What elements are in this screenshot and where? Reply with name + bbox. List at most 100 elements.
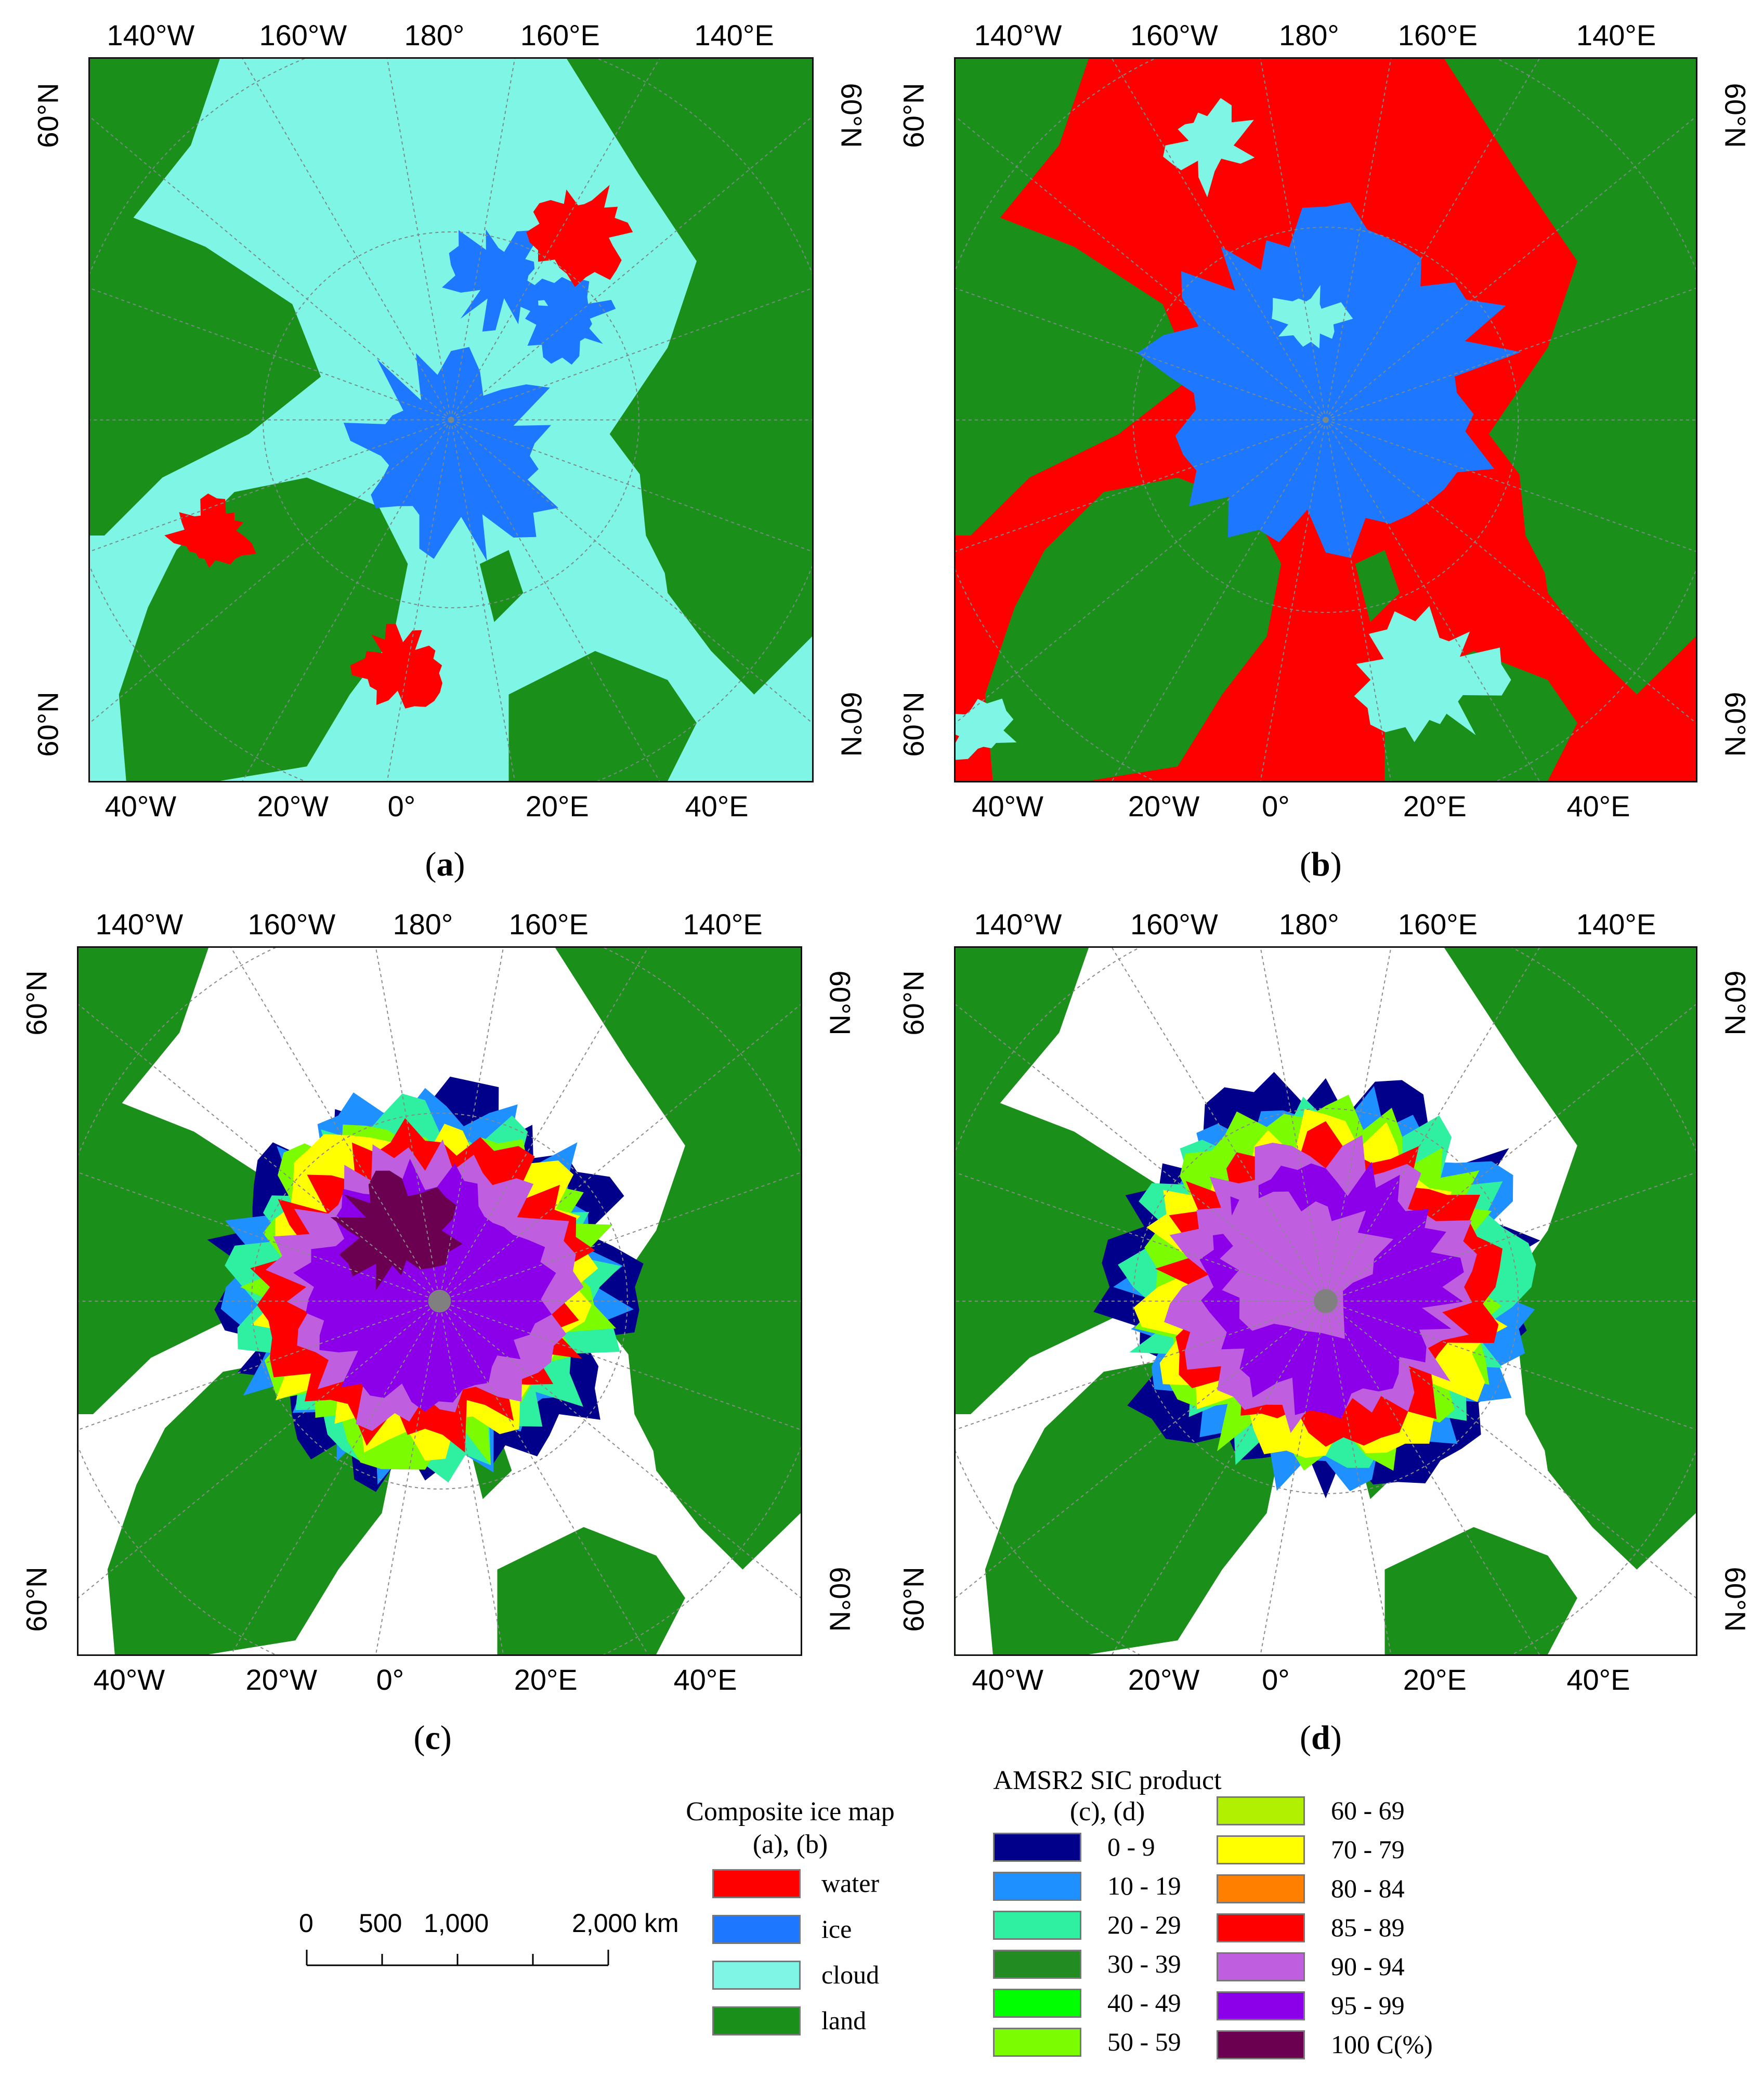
map-frame-a — [88, 57, 814, 782]
right-latitude-label: 60°N — [824, 1567, 857, 1632]
top-longitude-label: 140°E — [1576, 19, 1656, 51]
sic-legend-swatch — [1217, 1991, 1305, 2020]
top-longitude-label: 180° — [1279, 19, 1339, 51]
greenland-landmass — [119, 477, 408, 781]
composite-legend-title: Composite ice map — [686, 1797, 895, 1826]
sic-legend-subtitle: (c), (d) — [1069, 1797, 1145, 1826]
bottom-longitude-label: 40°W — [93, 1663, 165, 1696]
sic-legend-swatch — [993, 1989, 1081, 2018]
sic-legend-label: 40 - 49 — [1107, 1988, 1181, 2017]
sic-legend-swatch — [993, 2028, 1081, 2057]
panel-caption-c: (c) — [413, 1719, 452, 1757]
top-longitude-label: 180° — [1279, 908, 1339, 941]
eurasia-landmass — [567, 59, 812, 695]
bottom-longitude-label: 40°E — [685, 790, 749, 823]
sic-legend-swatch — [1217, 1874, 1305, 1903]
top-longitude-label: 160°E — [520, 19, 600, 51]
map-image-c — [79, 948, 801, 1654]
sic-legend-label: 30 - 39 — [1107, 1949, 1181, 1978]
cloud-region-south — [1354, 606, 1511, 742]
sic-legend-swatch — [993, 1911, 1081, 1940]
sic-100-core — [330, 1170, 463, 1291]
top-longitude-label: 160°E — [508, 908, 589, 941]
bottom-longitude-label: 40°E — [1566, 1663, 1630, 1696]
top-longitude-label: 160°E — [1397, 908, 1478, 941]
map-frame-c — [77, 946, 802, 1656]
right-latitude-label: 60°N — [1719, 1567, 1752, 1632]
scandinavia-landmass — [497, 1527, 685, 1654]
composite-legend-swatch — [712, 1961, 801, 1990]
scale-bar-label: 2,000 km — [572, 1909, 679, 1938]
right-latitude-label: 60°N — [1719, 691, 1752, 757]
top-longitude-label: 160°W — [259, 19, 347, 51]
ice-region-north — [442, 229, 557, 332]
sic-legend-label: 20 - 29 — [1107, 1910, 1181, 1939]
sic-legend-swatch — [993, 1872, 1081, 1901]
map-image-b — [956, 59, 1696, 781]
bottom-longitude-label: 0° — [387, 790, 416, 823]
north-america-landmass — [956, 59, 1193, 536]
bottom-longitude-label: 20°E — [514, 1663, 578, 1696]
left-latitude-label: 60°N — [897, 83, 930, 148]
graticule-lines — [90, 59, 812, 781]
scale-bar-label: 0 — [299, 1909, 313, 1938]
novaya-zemlya-island — [638, 463, 697, 608]
top-longitude-label: 160°W — [1130, 908, 1218, 941]
top-longitude-label: 140°W — [107, 19, 195, 51]
map-image-a — [90, 59, 812, 781]
graticule-lines — [956, 948, 1696, 1654]
right-latitude-label: 60°N — [824, 970, 857, 1036]
water-region-west — [164, 493, 256, 568]
sic-legend-label: 0 - 9 — [1107, 1832, 1155, 1861]
panel-caption-b: (b) — [1300, 845, 1342, 883]
sic-legend-label: 100 C(%) — [1331, 2030, 1433, 2059]
top-longitude-label: 140°E — [1576, 908, 1656, 941]
top-longitude-label: 160°E — [1397, 19, 1478, 51]
bottom-longitude-label: 40°E — [1566, 790, 1630, 823]
bottom-longitude-label: 0° — [1262, 790, 1290, 823]
panel-caption-d: (d) — [1300, 1719, 1342, 1757]
graticule-lines — [79, 948, 801, 1654]
left-latitude-label: 60°N — [31, 691, 64, 757]
composite-legend-label: land — [821, 2006, 867, 2035]
bottom-longitude-label: 40°W — [972, 1663, 1043, 1696]
bottom-longitude-label: 40°W — [104, 790, 177, 823]
novaya-zemlya-island — [1518, 463, 1577, 608]
scandinavia-landmass — [1384, 1527, 1577, 1654]
bottom-longitude-label: 20°E — [1403, 790, 1467, 823]
sic-legend-label: 80 - 84 — [1331, 1874, 1405, 1903]
cloud-region-center — [1272, 285, 1353, 349]
greenland-landmass — [985, 477, 1282, 781]
bottom-longitude-label: 20°W — [245, 1663, 318, 1696]
sic-legend-swatch — [1217, 1952, 1305, 1981]
composite-legend-label: cloud — [821, 1960, 880, 1989]
top-longitude-label: 140°E — [683, 908, 763, 941]
bottom-longitude-label: 20°W — [1128, 790, 1200, 823]
sic-legend-swatch — [1217, 1835, 1305, 1864]
right-latitude-label: 60°N — [835, 83, 868, 148]
top-longitude-label: 180° — [393, 908, 453, 941]
sic-legend-swatch — [993, 1833, 1081, 1862]
top-longitude-label: 160°W — [1130, 19, 1218, 51]
pole-hole — [1314, 1289, 1338, 1313]
panel-caption-a: (a) — [425, 845, 465, 883]
scale-bar-label: 500 — [359, 1909, 402, 1938]
sic-legend-label: 90 - 94 — [1331, 1952, 1405, 1981]
graticule-lines — [956, 59, 1696, 781]
sic-legend-label: 10 - 19 — [1107, 1871, 1181, 1900]
composite-legend-swatch — [712, 1915, 801, 1944]
sic-90-core — [1216, 1191, 1394, 1339]
top-longitude-label: 180° — [404, 19, 465, 51]
sic-legend-label: 70 - 79 — [1331, 1835, 1405, 1864]
top-longitude-label: 140°W — [974, 19, 1062, 51]
bottom-longitude-label: 0° — [376, 1663, 404, 1696]
right-latitude-label: 60°N — [835, 691, 868, 757]
map-frame-b — [954, 57, 1697, 782]
left-latitude-label: 60°N — [20, 1567, 53, 1632]
bottom-longitude-label: 20°E — [525, 790, 589, 823]
ice-region-east — [525, 277, 616, 365]
left-latitude-label: 60°N — [31, 83, 64, 148]
pole-hole — [428, 1289, 451, 1313]
novaya-zemlya-island — [627, 1343, 685, 1485]
map-image-d — [956, 948, 1696, 1654]
